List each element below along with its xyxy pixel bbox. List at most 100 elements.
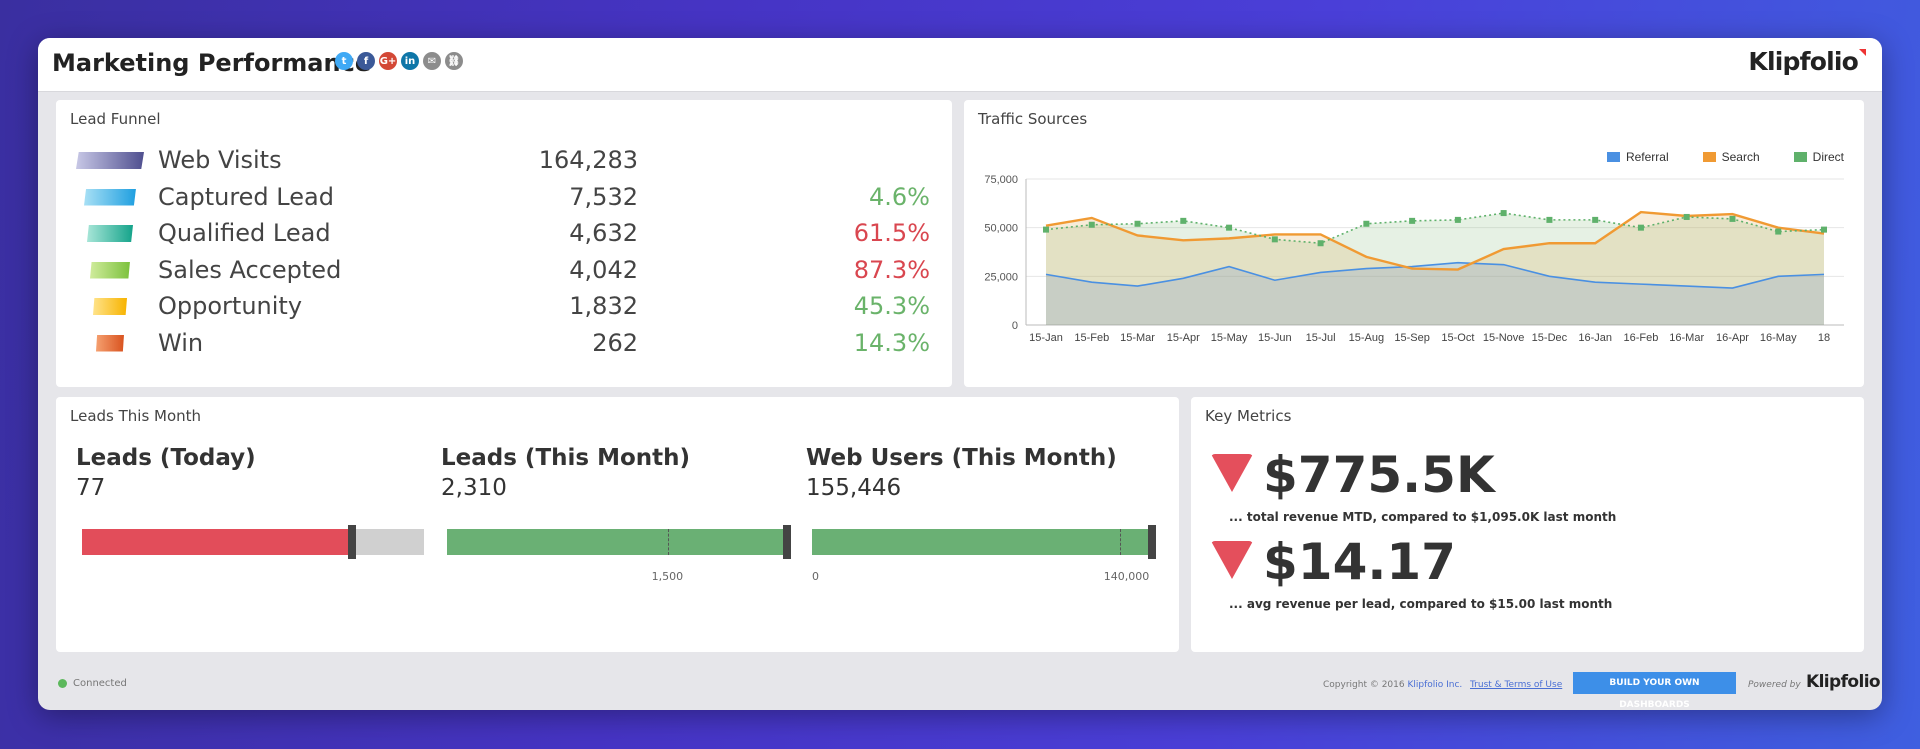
bullet-fill bbox=[447, 529, 789, 555]
data-point-direct[interactable] bbox=[1454, 216, 1461, 223]
traffic-sources-panel: Traffic Sources Referral Search Direct 0 25… bbox=[964, 100, 1864, 387]
bullet-marker bbox=[348, 525, 357, 559]
target-tick bbox=[1119, 529, 1121, 555]
google-plus-icon[interactable]: G+ bbox=[379, 52, 397, 70]
bullet-tick-label: 0 bbox=[812, 570, 819, 583]
area-referral bbox=[1046, 262, 1824, 325]
legend-item[interactable]: Referral bbox=[1606, 150, 1669, 164]
dashboard-window: Marketing Performance t f G+ in ✉ ⛓ Klipfolio… bbox=[38, 38, 1882, 710]
bullet-tick-label: 1,500 bbox=[651, 570, 684, 583]
bullet-marker bbox=[1148, 525, 1157, 559]
series-line-direct bbox=[1045, 212, 1825, 245]
funnel-label: Captured Lead bbox=[158, 182, 334, 211]
legend-swatch bbox=[1793, 152, 1807, 162]
data-point-direct[interactable] bbox=[1546, 216, 1553, 223]
funnel-label: Win bbox=[158, 328, 204, 357]
x-tick-label: 15-Dec bbox=[1532, 332, 1568, 344]
x-tick-label: 15-Sep bbox=[1394, 332, 1429, 344]
lead-funnel-panel: Lead Funnel Web Visits 164,283 Captured Le… bbox=[56, 100, 952, 387]
kpi-title: Web Users (This Month) bbox=[806, 445, 1117, 471]
chart-legend: Referral Search Direct bbox=[1606, 150, 1844, 164]
funnel-conversion: 87.3% bbox=[853, 255, 930, 284]
data-point-direct[interactable] bbox=[1637, 224, 1644, 231]
funnel-row: Sales Accepted 4,042 87.3% bbox=[56, 256, 952, 292]
legend-label: Search bbox=[1721, 150, 1760, 164]
legend-label: Referral bbox=[1625, 150, 1669, 164]
funnel-value: 4,632 bbox=[569, 219, 638, 247]
metric-caption: ... total revenue MTD, compared to $1,09… bbox=[1229, 510, 1617, 524]
status-dot-icon bbox=[58, 679, 67, 688]
panel-title: Key Metrics bbox=[1205, 407, 1292, 425]
data-point-direct[interactable] bbox=[1088, 221, 1095, 228]
data-point-direct[interactable] bbox=[1729, 215, 1736, 222]
x-tick-label: 16-May bbox=[1760, 332, 1797, 344]
x-tick-label: 15-May bbox=[1211, 332, 1248, 344]
funnel-label: Opportunity bbox=[158, 292, 303, 320]
data-point-direct[interactable] bbox=[1180, 217, 1187, 224]
target-tick bbox=[667, 529, 669, 555]
email-icon[interactable]: ✉ bbox=[423, 52, 441, 70]
y-tick-label: 75,000 bbox=[984, 174, 1018, 186]
x-tick-label: 15-Jul bbox=[1306, 332, 1336, 344]
x-tick-label: 16-Apr bbox=[1716, 332, 1749, 344]
x-tick-label: 16-Feb bbox=[1624, 332, 1659, 344]
data-point-direct[interactable] bbox=[1226, 224, 1233, 231]
dashboard-header: Marketing Performance t f G+ in ✉ ⛓ Klipfolio bbox=[38, 38, 1882, 92]
trend-down-icon bbox=[1211, 541, 1253, 579]
data-point-direct[interactable] bbox=[1317, 240, 1324, 247]
data-point-direct[interactable] bbox=[1043, 226, 1049, 233]
facebook-icon[interactable]: f bbox=[357, 52, 375, 70]
data-point-direct[interactable] bbox=[1363, 220, 1370, 227]
legend-item[interactable]: Direct bbox=[1793, 150, 1844, 164]
logo-mark-icon bbox=[1859, 49, 1866, 56]
data-point-direct[interactable] bbox=[1409, 217, 1416, 224]
panel-title: Traffic Sources bbox=[978, 110, 1088, 128]
logo-text: Klipfolio bbox=[1748, 47, 1858, 76]
data-point-direct[interactable] bbox=[1134, 220, 1141, 227]
footer-klipfolio-logo[interactable]: Klipfolio bbox=[1806, 672, 1881, 692]
panel-title: Leads This Month bbox=[70, 407, 202, 425]
bullet-tick-label: 140,000 bbox=[1103, 570, 1150, 583]
leads-this-month-panel: Leads This Month Leads (Today) 77 Leads (T… bbox=[56, 397, 1179, 652]
data-point-direct[interactable] bbox=[1500, 210, 1507, 217]
build-dashboards-button[interactable]: BUILD YOUR OWN DASHBOARDS bbox=[1573, 672, 1736, 710]
x-tick-label: 15-Feb bbox=[1074, 332, 1109, 344]
funnel-bar bbox=[87, 225, 133, 242]
klipfolio-inc-link[interactable]: Klipfolio Inc. bbox=[1407, 680, 1463, 690]
funnel-value: 4,042 bbox=[569, 255, 638, 284]
x-tick-label: 15-Jan bbox=[1029, 332, 1063, 344]
funnel-bar bbox=[84, 188, 136, 206]
klipfolio-logo[interactable]: Klipfolio bbox=[1748, 47, 1866, 76]
series-line-search bbox=[1045, 210, 1825, 271]
funnel-value: 7,532 bbox=[569, 182, 638, 211]
kpi-block: Leads (Today) 77 bbox=[76, 445, 416, 501]
trend-down-icon bbox=[1211, 454, 1253, 492]
data-point-direct[interactable] bbox=[1775, 228, 1782, 235]
funnel-bar bbox=[76, 152, 144, 169]
linkedin-icon[interactable]: in bbox=[401, 52, 419, 70]
funnel-conversion: 4.6% bbox=[869, 182, 930, 211]
data-point-direct[interactable] bbox=[1592, 216, 1599, 223]
funnel-label: Qualified Lead bbox=[158, 219, 331, 247]
y-tick-label: 50,000 bbox=[984, 223, 1018, 235]
funnel-bar bbox=[96, 334, 124, 352]
terms-link[interactable]: Trust & Terms of Use bbox=[1470, 680, 1563, 690]
data-point-direct[interactable] bbox=[1271, 236, 1278, 243]
funnel-row: Captured Lead 7,532 4.6% bbox=[56, 183, 952, 219]
twitter-icon[interactable]: t bbox=[335, 52, 353, 70]
x-tick-label: 15-Mar bbox=[1120, 332, 1155, 344]
y-tick-label: 0 bbox=[1012, 320, 1018, 332]
kpi-value: 2,310 bbox=[441, 475, 507, 501]
x-tick-label: 15-Apr bbox=[1167, 332, 1200, 344]
funnel-conversion: 14.3% bbox=[853, 328, 930, 357]
kpi-title: Leads (This Month) bbox=[441, 445, 691, 471]
data-point-direct[interactable] bbox=[1821, 226, 1827, 233]
legend-swatch bbox=[1606, 152, 1620, 162]
y-tick-label: 25,000 bbox=[984, 271, 1018, 283]
link-icon[interactable]: ⛓ bbox=[445, 52, 463, 70]
copyright-text: Copyright © 2016 bbox=[1323, 680, 1408, 690]
funnel-bar bbox=[90, 261, 130, 279]
legend-item[interactable]: Search bbox=[1702, 150, 1760, 164]
data-point-direct[interactable] bbox=[1683, 213, 1690, 220]
x-tick-label: 15-Jun bbox=[1258, 332, 1292, 344]
